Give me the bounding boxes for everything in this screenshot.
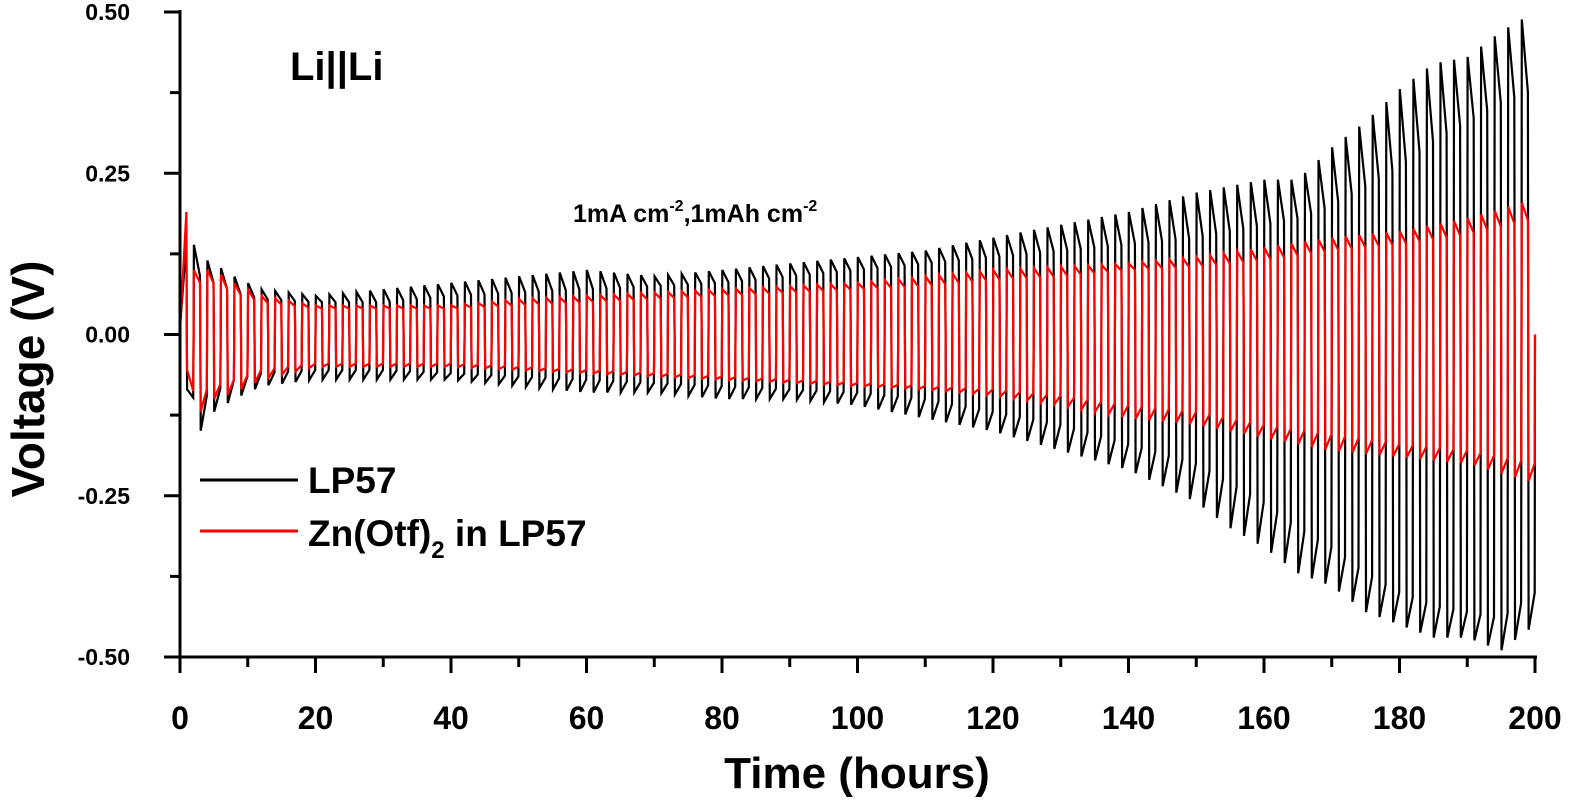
x-tick-label: 180 [1373,700,1426,736]
x-tick-label: 40 [433,700,469,736]
cell-label: Li||Li [290,45,383,89]
x-tick-label: 100 [831,700,884,736]
condition-separator: , [684,200,691,228]
legend-label-zn-otf: Zn(Otf)2 in LP57 [308,513,587,564]
y-axis-title: Voltage (V) [2,261,54,498]
x-tick-label: 120 [966,700,1019,736]
condition-capacity: 1mAh cm [691,200,804,228]
series-line-zn-otf-in-lp57 [178,202,1537,482]
y-tick-label: 0.25 [85,160,130,186]
x-tick-label: 140 [1102,700,1155,736]
legend-zn-subscript: 2 [431,537,444,564]
legend-zn-main: Zn(Otf) [308,513,431,554]
x-tick-label: 60 [569,700,605,736]
legend: LP57 Zn(Otf)2 in LP57 [200,460,587,564]
y-tick-label: 0.00 [85,322,130,348]
x-tick-label: 160 [1237,700,1290,736]
x-tick-label: 20 [298,700,334,736]
plot-area [178,19,1537,651]
condition-label: 1mA cm-2,1mAh cm-2 [573,198,817,228]
condition-capacity-exponent: -2 [803,198,817,215]
y-tick-label: -0.50 [78,644,130,670]
axes: 0 20 40 60 80 100 120 140 160 180 200 0.50 0.25 0.00 -… [78,0,1562,736]
x-axis-title: Time (hours) [724,749,990,798]
x-tick-label: 0 [171,700,189,736]
legend-label-lp57: LP57 [308,460,396,501]
legend-zn-tail: in LP57 [445,513,587,554]
y-tick-label: -0.25 [78,483,131,509]
x-tick-label: 80 [704,700,740,736]
condition-current-exponent: -2 [669,198,683,215]
x-tick-label: 200 [1508,700,1561,736]
condition-current: 1mA cm [573,200,669,228]
y-tick-label: 0.50 [85,0,130,25]
